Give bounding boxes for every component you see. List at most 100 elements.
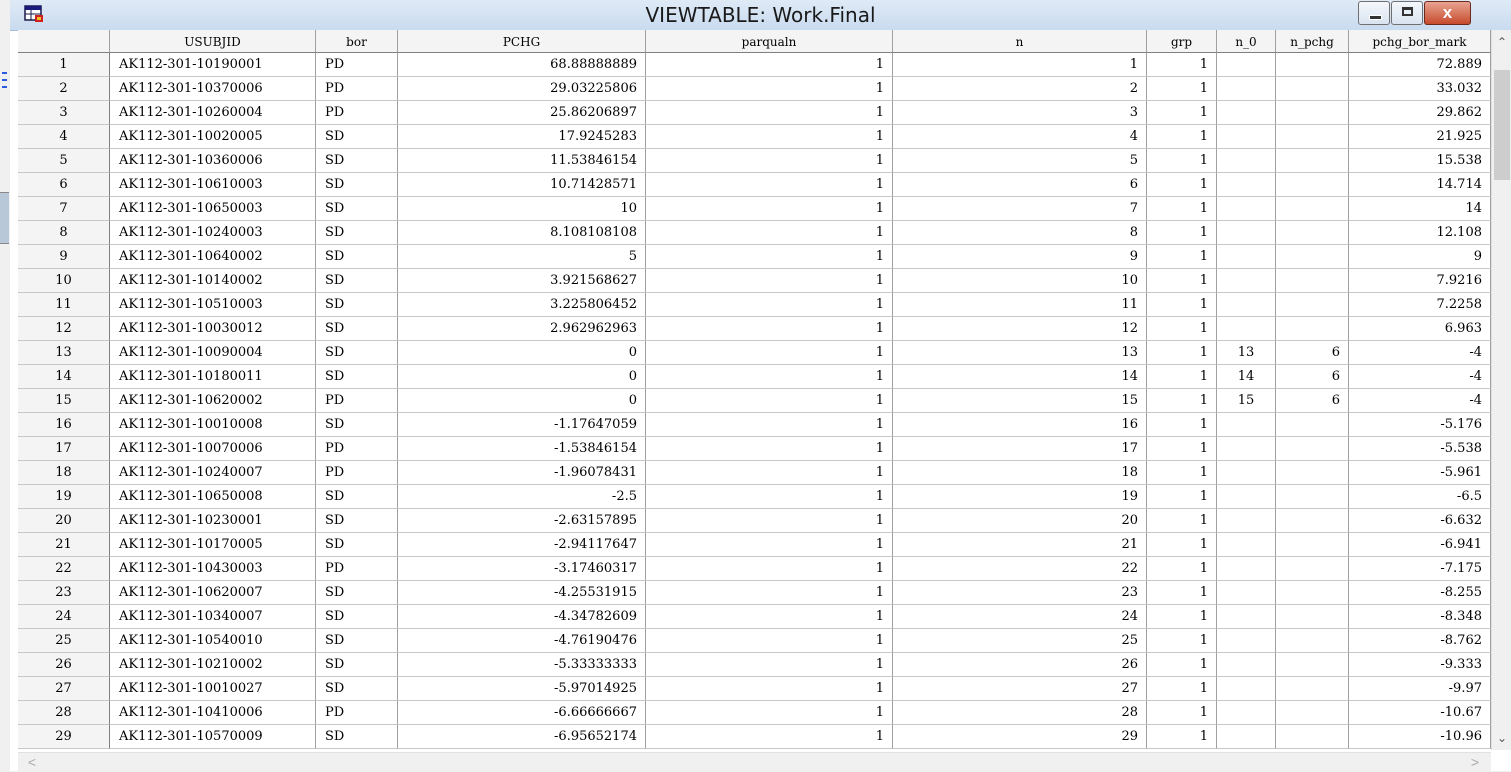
table-row[interactable]: 11 AK112-301-10510003 SD 3.225806452 1 11 1 7.2… [18, 293, 1491, 317]
column-header-n-0[interactable]: n_0 [1217, 30, 1276, 53]
cell-pchg[interactable]: -5.33333333 [398, 653, 646, 677]
cell-pchg-bor-mark[interactable]: -5.176 [1349, 413, 1491, 437]
cell-grp[interactable]: 1 [1147, 581, 1217, 605]
cell-parqualn[interactable]: 1 [646, 389, 893, 413]
cell-pchg[interactable]: 3.225806452 [398, 293, 646, 317]
cell-pchg[interactable]: 25.86206897 [398, 101, 646, 125]
cell-bor[interactable]: SD [316, 341, 398, 365]
cell-n-pchg[interactable] [1276, 437, 1349, 461]
cell-grp[interactable]: 1 [1147, 509, 1217, 533]
cell-parqualn[interactable]: 1 [646, 341, 893, 365]
column-header-pchg-bor-mark[interactable]: pchg_bor_mark [1349, 30, 1491, 53]
cell-parqualn[interactable]: 1 [646, 293, 893, 317]
cell-parqualn[interactable]: 1 [646, 365, 893, 389]
table-row[interactable]: 23 AK112-301-10620007 SD -4.25531915 1 23 1 -8.… [18, 581, 1491, 605]
table-row[interactable]: 1 AK112-301-10190001 PD 68.88888889 1 1 1 72.88… [18, 53, 1491, 77]
table-row[interactable]: 15 AK112-301-10620002 PD 0 1 15 1 15 6 -4 [18, 389, 1491, 413]
cell-pchg[interactable]: -6.66666667 [398, 701, 646, 725]
cell-n-0[interactable] [1217, 725, 1276, 749]
horizontal-scrollbar[interactable]: < > [18, 752, 1491, 772]
close-button[interactable]: x [1424, 1, 1471, 25]
cell-n[interactable]: 14 [893, 365, 1147, 389]
cell-bor[interactable]: SD [316, 605, 398, 629]
cell-grp[interactable]: 1 [1147, 461, 1217, 485]
cell-grp[interactable]: 1 [1147, 173, 1217, 197]
table-row[interactable]: 27 AK112-301-10010027 SD -5.97014925 1 27 1 -9.… [18, 677, 1491, 701]
cell-n-pchg[interactable] [1276, 701, 1349, 725]
cell-n-0[interactable] [1217, 413, 1276, 437]
cell-n-pchg[interactable] [1276, 629, 1349, 653]
cell-n-pchg[interactable] [1276, 581, 1349, 605]
cell-grp[interactable]: 1 [1147, 53, 1217, 77]
row-number-cell[interactable]: 12 [18, 317, 110, 341]
cell-n-0[interactable] [1217, 317, 1276, 341]
table-row[interactable]: 19 AK112-301-10650008 SD -2.5 1 19 1 -6.5 [18, 485, 1491, 509]
cell-pchg-bor-mark[interactable]: 14.714 [1349, 173, 1491, 197]
cell-grp[interactable]: 1 [1147, 149, 1217, 173]
column-header-pchg[interactable]: PCHG [398, 30, 646, 53]
cell-usubjid[interactable]: AK112-301-10430003 [110, 557, 316, 581]
table-row[interactable]: 2 AK112-301-10370006 PD 29.03225806 1 2 1 33.03… [18, 77, 1491, 101]
cell-n-pchg[interactable] [1276, 149, 1349, 173]
cell-bor[interactable]: SD [316, 365, 398, 389]
cell-n-pchg[interactable] [1276, 101, 1349, 125]
cell-n-0[interactable] [1217, 197, 1276, 221]
cell-bor[interactable]: SD [316, 173, 398, 197]
cell-n[interactable]: 1 [893, 53, 1147, 77]
cell-n[interactable]: 10 [893, 269, 1147, 293]
table-row[interactable]: 24 AK112-301-10340007 SD -4.34782609 1 24 1 -8.… [18, 605, 1491, 629]
cell-bor[interactable]: PD [316, 437, 398, 461]
row-number-cell[interactable]: 16 [18, 413, 110, 437]
table-row[interactable]: 8 AK112-301-10240003 SD 8.108108108 1 8 1 12.10… [18, 221, 1491, 245]
cell-usubjid[interactable]: AK112-301-10620007 [110, 581, 316, 605]
scroll-left-icon[interactable]: < [27, 754, 37, 770]
cell-n[interactable]: 28 [893, 701, 1147, 725]
cell-n-pchg[interactable] [1276, 725, 1349, 749]
cell-pchg[interactable]: 10 [398, 197, 646, 221]
cell-parqualn[interactable]: 1 [646, 437, 893, 461]
cell-pchg-bor-mark[interactable]: -8.762 [1349, 629, 1491, 653]
cell-n[interactable]: 9 [893, 245, 1147, 269]
cell-n-0[interactable] [1217, 53, 1276, 77]
cell-n-0[interactable] [1217, 245, 1276, 269]
cell-parqualn[interactable]: 1 [646, 485, 893, 509]
cell-grp[interactable]: 1 [1147, 389, 1217, 413]
cell-n-0[interactable] [1217, 221, 1276, 245]
cell-grp[interactable]: 1 [1147, 245, 1217, 269]
cell-usubjid[interactable]: AK112-301-10650008 [110, 485, 316, 509]
cell-n[interactable]: 23 [893, 581, 1147, 605]
cell-pchg[interactable]: -3.17460317 [398, 557, 646, 581]
row-number-cell[interactable]: 9 [18, 245, 110, 269]
cell-n-pchg[interactable] [1276, 269, 1349, 293]
cell-usubjid[interactable]: AK112-301-10020005 [110, 125, 316, 149]
cell-pchg[interactable]: 0 [398, 389, 646, 413]
cell-parqualn[interactable]: 1 [646, 317, 893, 341]
cell-usubjid[interactable]: AK112-301-10240003 [110, 221, 316, 245]
column-header-grp[interactable]: grp [1147, 30, 1217, 53]
corner-header-cell[interactable] [18, 30, 110, 53]
cell-parqualn[interactable]: 1 [646, 269, 893, 293]
cell-n-0[interactable] [1217, 629, 1276, 653]
cell-grp[interactable]: 1 [1147, 533, 1217, 557]
cell-n[interactable]: 6 [893, 173, 1147, 197]
cell-n-0[interactable] [1217, 437, 1276, 461]
row-number-cell[interactable]: 28 [18, 701, 110, 725]
table-row[interactable]: 25 AK112-301-10540010 SD -4.76190476 1 25 1 -8.… [18, 629, 1491, 653]
cell-usubjid[interactable]: AK112-301-10620002 [110, 389, 316, 413]
row-number-cell[interactable]: 24 [18, 605, 110, 629]
table-row[interactable]: 20 AK112-301-10230001 SD -2.63157895 1 20 1 -6.… [18, 509, 1491, 533]
cell-usubjid[interactable]: AK112-301-10240007 [110, 461, 316, 485]
cell-pchg[interactable]: -1.17647059 [398, 413, 646, 437]
row-number-cell[interactable]: 14 [18, 365, 110, 389]
cell-parqualn[interactable]: 1 [646, 461, 893, 485]
column-header-bor[interactable]: bor [316, 30, 398, 53]
row-number-cell[interactable]: 2 [18, 77, 110, 101]
cell-usubjid[interactable]: AK112-301-10070006 [110, 437, 316, 461]
cell-bor[interactable]: SD [316, 509, 398, 533]
cell-grp[interactable]: 1 [1147, 269, 1217, 293]
cell-grp[interactable]: 1 [1147, 557, 1217, 581]
row-number-cell[interactable]: 18 [18, 461, 110, 485]
cell-n[interactable]: 5 [893, 149, 1147, 173]
cell-bor[interactable]: PD [316, 701, 398, 725]
cell-bor[interactable]: PD [316, 77, 398, 101]
